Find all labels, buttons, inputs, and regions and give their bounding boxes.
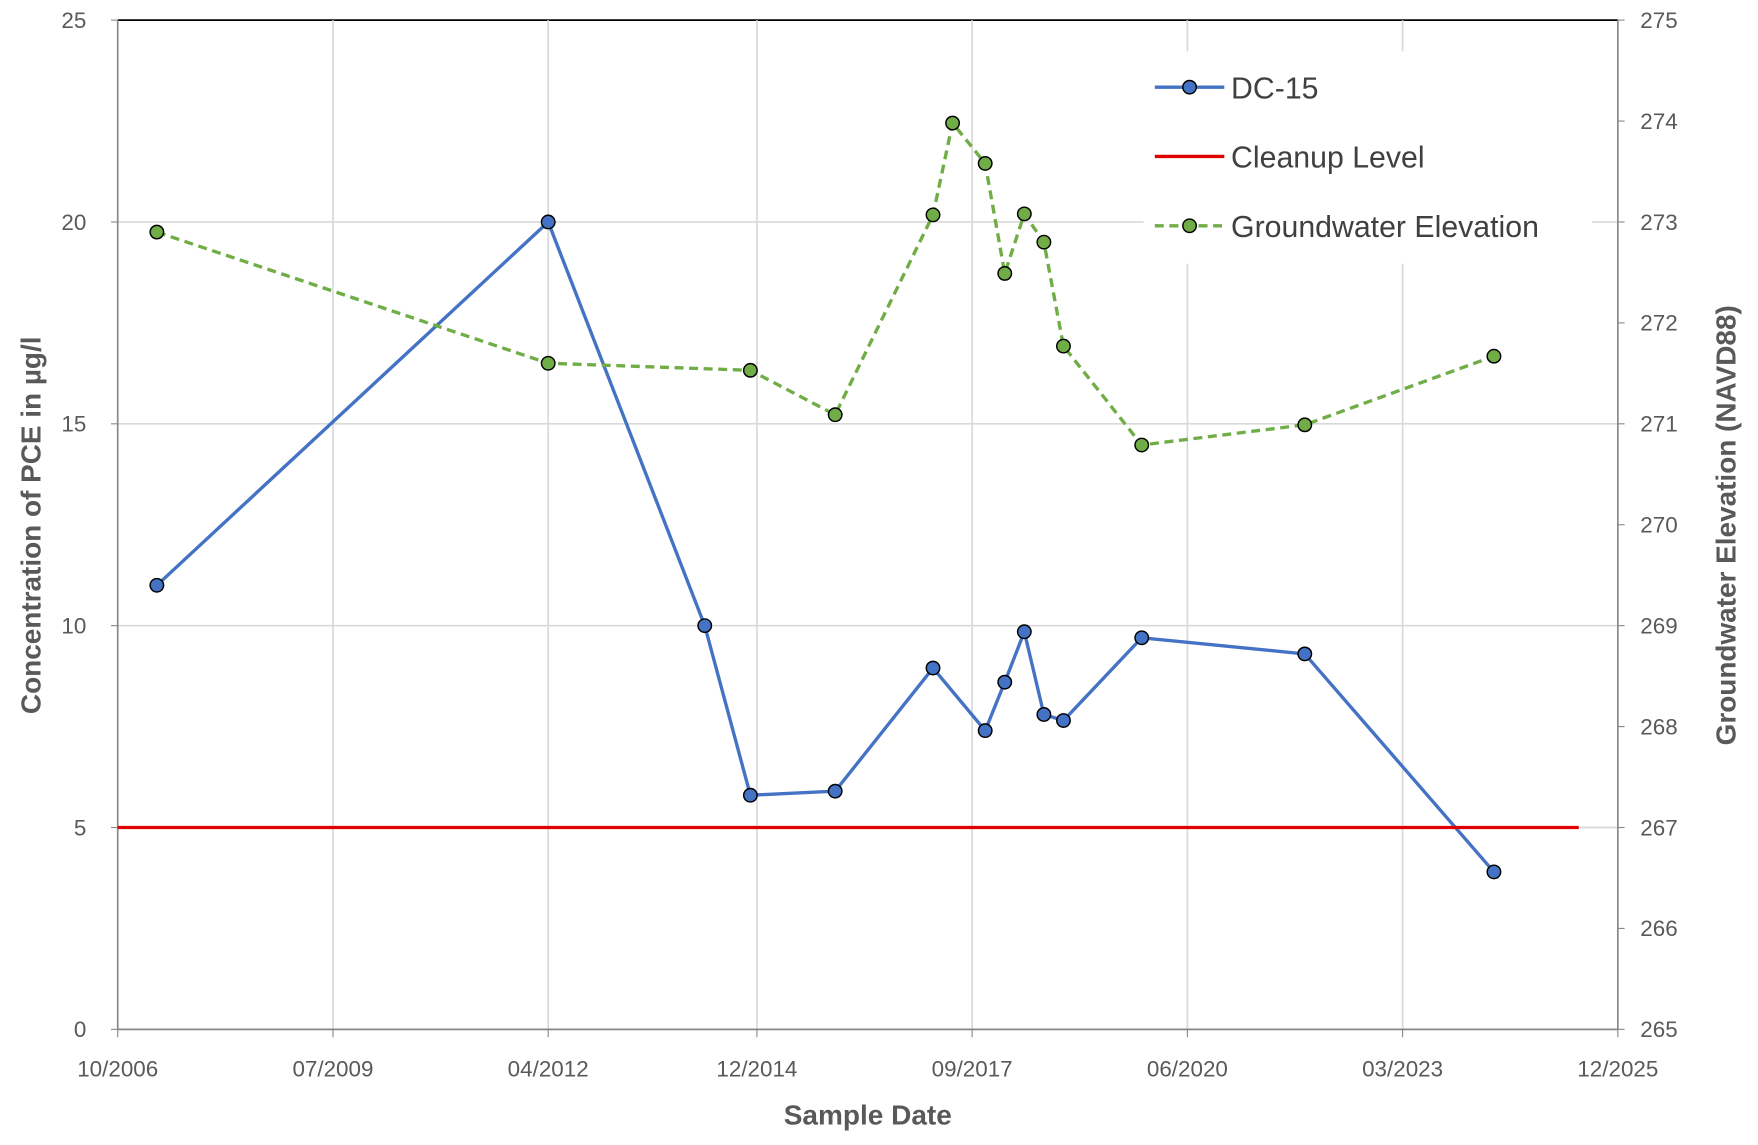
data-point: [1297, 417, 1313, 433]
data-point: [997, 674, 1013, 690]
data-point: [1297, 646, 1313, 662]
y-tick-label: 20: [61, 210, 86, 235]
data-point: [149, 577, 165, 593]
x-tick-label: 06/2020: [1147, 1056, 1228, 1081]
y-tick-label: 5: [74, 815, 86, 840]
legend-label: Cleanup Level: [1231, 142, 1425, 175]
x-tick-label: 04/2012: [508, 1056, 589, 1081]
y-tick-label: 10: [61, 614, 86, 639]
data-point: [1486, 864, 1502, 880]
data-point: [827, 407, 843, 423]
y2-tick-label: 265: [1640, 1017, 1677, 1042]
x-tick-label: 07/2009: [292, 1056, 373, 1081]
data-point: [1486, 348, 1502, 364]
y2-tick-label: 271: [1640, 412, 1677, 437]
data-point: [742, 787, 758, 803]
data-point: [1036, 234, 1052, 250]
data-point: [1056, 338, 1071, 354]
y2-axis-title: Groundwater Elevation (NAVD88): [1711, 305, 1742, 745]
y2-tick-label: 266: [1640, 916, 1677, 941]
data-point: [977, 723, 993, 739]
y-tick-label: 0: [74, 1017, 86, 1042]
data-point: [1056, 713, 1071, 728]
legend-marker: [1182, 218, 1198, 234]
y2-tick-label: 273: [1640, 210, 1677, 235]
legend-label: DC-15: [1231, 72, 1318, 105]
data-point: [997, 266, 1013, 281]
x-tick-label: 09/2017: [932, 1056, 1013, 1081]
data-point: [1134, 630, 1150, 646]
legend-label: Groundwater Elevation: [1231, 211, 1539, 244]
series-line: [156, 119, 1495, 447]
data-point: [925, 660, 941, 676]
y-tick-label: 15: [61, 412, 86, 437]
y2-tick-label: 270: [1640, 513, 1677, 538]
y-tick-label: 25: [61, 8, 86, 33]
data-point: [827, 783, 843, 799]
x-tick-label: 03/2023: [1362, 1056, 1443, 1081]
x-tick-label: 10/2006: [77, 1056, 158, 1081]
data-point: [945, 115, 961, 131]
y2-tick-label: 268: [1640, 714, 1677, 739]
data-point: [540, 214, 556, 230]
data-point: [540, 355, 556, 371]
data-point: [742, 362, 758, 378]
y2-tick-label: 267: [1640, 815, 1677, 840]
data-point: [977, 155, 993, 171]
data-point: [697, 618, 713, 634]
x-axis-title: Sample Date: [784, 1099, 952, 1130]
y2-tick-label: 274: [1640, 109, 1677, 134]
data-point: [1134, 437, 1150, 453]
y2-tick-label: 269: [1640, 614, 1677, 639]
data-point: [1016, 624, 1032, 640]
legend-marker: [1182, 79, 1198, 95]
y-axis-title: Concentration of PCE in µg/l: [15, 337, 46, 715]
y2-tick-label: 272: [1640, 311, 1677, 336]
data-point: [925, 207, 941, 223]
legend: DC-15 Cleanup Level Groundwater Elevation: [1143, 51, 1593, 264]
x-tick-label: 12/2025: [1577, 1056, 1658, 1081]
data-point: [1036, 707, 1052, 722]
data-point: [1016, 206, 1032, 222]
data-point: [149, 224, 165, 240]
y2-tick-label: 275: [1640, 8, 1677, 33]
x-tick-label: 12/2014: [716, 1056, 797, 1081]
series-line: [155, 219, 1496, 874]
